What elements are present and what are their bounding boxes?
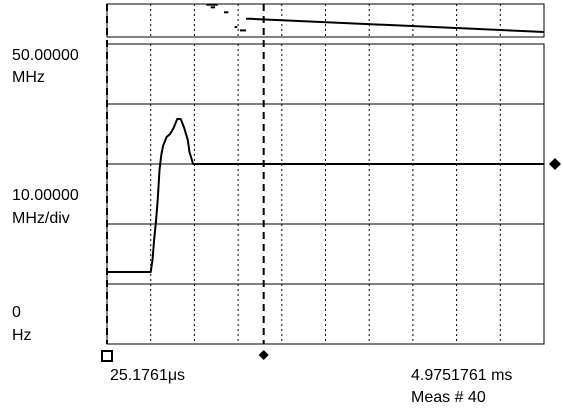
trace-level-diamond (549, 158, 561, 170)
marker-symbols (101, 158, 561, 362)
x-end-label: 4.9751761 ms (411, 367, 513, 384)
marker-lines (106, 4, 265, 344)
y-scale-value: 10.00000 (12, 187, 79, 204)
y-scale-unit: MHz/div (12, 210, 70, 227)
overview-trace (206, 3, 545, 33)
frequency-trace-line (107, 118, 544, 273)
y-bottom-value: 0 (12, 304, 21, 321)
main-trace (107, 118, 544, 273)
diamond-marker (258, 350, 269, 360)
plot-grid (107, 4, 544, 344)
y-top-unit: MHz (12, 69, 45, 86)
meas-count-label: Meas # 40 (411, 389, 486, 406)
overview-trace-segment (246, 17, 545, 33)
y-top-value: 50.00000 (12, 47, 79, 64)
y-bottom-unit: Hz (12, 327, 32, 344)
square-marker (101, 350, 113, 362)
x-start-label: 25.1761μs (110, 367, 186, 384)
